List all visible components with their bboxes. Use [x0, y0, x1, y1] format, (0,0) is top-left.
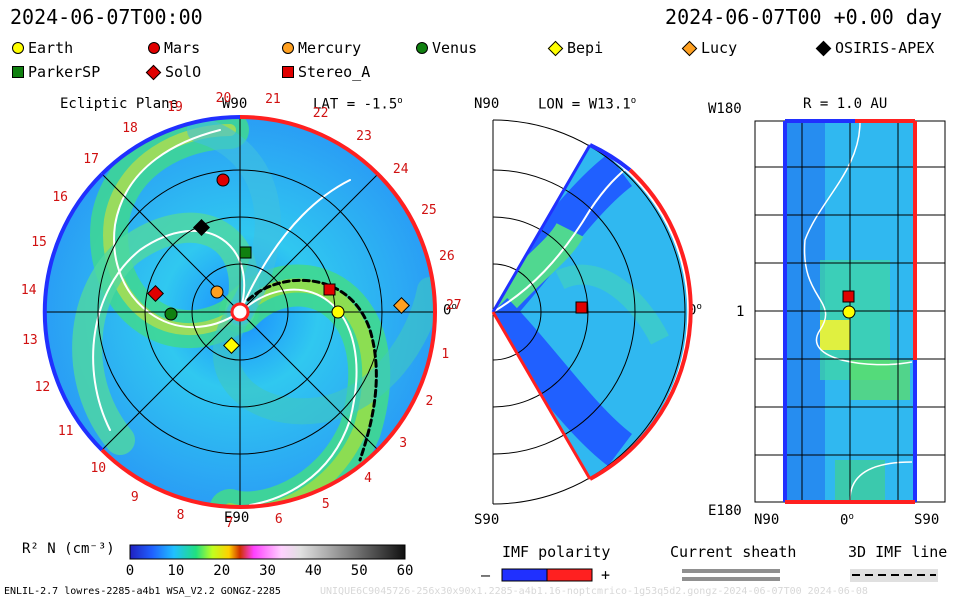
ecliptic-tick-9: 9	[130, 489, 139, 505]
legend-item-bepi: Bepi	[547, 39, 604, 57]
ecliptic-tick-16: 16	[52, 190, 69, 206]
ecliptic-tick-10: 10	[90, 461, 107, 477]
radial-r: R = 1.0 AU	[803, 96, 888, 112]
legend-label: Earth	[28, 39, 74, 57]
circle-marker-icon	[282, 42, 294, 54]
legend-label: Stereo_A	[298, 63, 371, 81]
ecliptic-right-label: 0o	[443, 302, 457, 319]
legend-item-stereo-a: Stereo_A	[282, 63, 370, 81]
meridional-lon: LON = W13.1o	[538, 96, 637, 113]
legend-item-solo: SolO	[145, 63, 202, 81]
current-sheath-symbol	[682, 569, 780, 581]
meridional-bottom-label: S90	[474, 512, 500, 528]
legend-label: OSIRIS-APEX	[835, 39, 935, 57]
imf-plus: +	[601, 566, 611, 584]
ecliptic-tick-14: 14	[20, 283, 37, 299]
imf-line-title: 3D IMF line	[848, 543, 948, 561]
ecliptic-tick-17: 17	[83, 151, 99, 167]
current-sheath-title: Current sheath	[670, 543, 797, 561]
legend-item-mars: Mars	[148, 39, 200, 57]
legend-item-osiris-apex: OSIRIS-APEX	[815, 39, 935, 57]
radial-plot	[754, 119, 946, 504]
ecliptic-tick-1: 1	[441, 347, 450, 363]
legend-label: SolO	[165, 63, 202, 81]
ecliptic-tick-4: 4	[364, 470, 372, 486]
legend-label: Mars	[164, 39, 201, 57]
ecliptic-tick-7: 7	[225, 515, 234, 531]
colorbar-tick-10: 10	[167, 563, 185, 579]
radial-bottom-left: E180	[708, 503, 742, 519]
imf-minus: –	[481, 566, 491, 584]
radial-x-s90: S90	[914, 512, 940, 528]
colorbar-tick-40: 40	[304, 563, 322, 579]
ecliptic-markers	[147, 173, 410, 354]
footer-left: ENLIL-2.7 lowres-2285-a4b1 WSA_V2.2 GONG…	[4, 586, 281, 597]
colorbar-tick-0: 0	[125, 563, 135, 579]
legend-item-lucy: Lucy	[681, 39, 738, 57]
ecliptic-tick-5: 5	[321, 496, 330, 512]
imf-polarity-bar	[501, 568, 593, 582]
ecliptic-tick-12: 12	[34, 380, 51, 396]
left-timestamp: 2024-06-07T00:00	[10, 5, 203, 29]
legend-item-earth: Earth	[12, 39, 73, 57]
ecliptic-bottom-label: E90	[224, 510, 250, 526]
radial-mid-left: 1	[736, 304, 745, 320]
legend-label: Lucy	[701, 39, 738, 57]
ecliptic-top-label: W90	[222, 96, 248, 112]
ecliptic-tick-13: 13	[22, 332, 38, 348]
meridional-plane-plot	[491, 119, 693, 505]
legend-item-mercury: Mercury	[282, 39, 361, 57]
radial-top-left: W180	[708, 101, 742, 117]
colorbar-tick-20: 20	[213, 563, 231, 579]
ecliptic-tick-22: 22	[312, 105, 329, 121]
radial-x-n90: N90	[754, 512, 780, 528]
ecliptic-tick-11: 11	[57, 424, 74, 440]
circle-marker-icon	[416, 42, 428, 54]
ecliptic-tick-21: 21	[265, 92, 281, 108]
density-colorbar	[129, 544, 406, 560]
right-timestamp: 2024-06-07T00 +0.00 day	[665, 5, 942, 29]
ecliptic-tick-8: 8	[176, 508, 185, 524]
ecliptic-tick-6: 6	[274, 511, 283, 527]
square-marker-icon	[282, 66, 294, 78]
legend-label: ParkerSP	[28, 63, 101, 81]
colorbar-tick-50: 50	[350, 563, 368, 579]
radial-x-0: 0o	[840, 512, 854, 529]
legend-item-parkersp: ParkerSP	[12, 63, 100, 81]
ecliptic-tick-26: 26	[439, 249, 455, 265]
legend-item-venus: Venus	[416, 39, 477, 57]
footer-right: UNIQUE6C9045726-256x30x90x1.2285-a4b1.16…	[320, 586, 868, 597]
meridional-top-label: N90	[474, 96, 500, 112]
colorbar-label: R² N (cm⁻³)	[22, 541, 115, 557]
imf-line-symbol	[850, 569, 938, 582]
ecliptic-tick-15: 15	[31, 234, 47, 250]
ecliptic-lat: LAT = -1.5o	[313, 96, 403, 113]
circle-marker-icon	[12, 42, 24, 54]
colorbar-tick-60: 60	[396, 563, 414, 579]
ecliptic-tick-20: 20	[215, 90, 232, 106]
ecliptic-tick-19: 19	[167, 100, 183, 116]
circle-marker-icon	[148, 42, 160, 54]
ecliptic-tick-23: 23	[356, 129, 372, 145]
colorbar-tick-30: 30	[259, 563, 276, 579]
imf-polarity-title: IMF polarity	[502, 543, 611, 561]
legend-label: Venus	[432, 39, 478, 57]
ecliptic-tick-18: 18	[122, 121, 138, 137]
ecliptic-tick-25: 25	[421, 203, 437, 218]
legend-label: Bepi	[567, 39, 604, 57]
ecliptic-tick-2: 2	[425, 394, 434, 410]
ecliptic-title: Ecliptic Plane	[60, 96, 179, 112]
ecliptic-tick-27: 27	[445, 298, 462, 314]
square-marker-icon	[12, 66, 24, 78]
legend-label: Mercury	[298, 39, 362, 57]
ecliptic-tick-24: 24	[392, 162, 409, 178]
ecliptic-tick-3: 3	[399, 436, 408, 452]
ecliptic-plane-plot	[42, 114, 437, 510]
